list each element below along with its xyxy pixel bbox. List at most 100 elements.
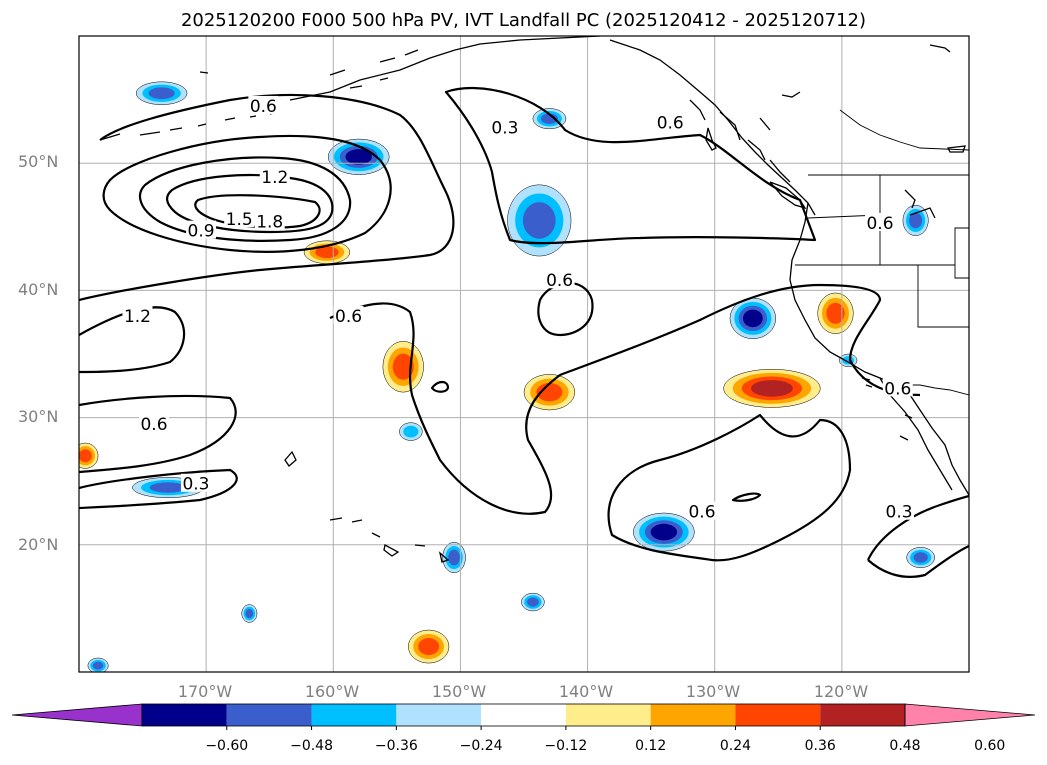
contour-0-9 xyxy=(102,134,392,253)
channel-islands xyxy=(861,377,873,388)
pv-anomaly xyxy=(729,297,776,339)
pv-anomaly xyxy=(442,542,466,574)
contour-0-3-west xyxy=(79,468,238,510)
west-isle xyxy=(284,450,297,467)
colorbar-extend-high xyxy=(904,703,1036,727)
lat-tick-50n: 50°N xyxy=(18,152,59,171)
pv-anomaly xyxy=(523,374,576,411)
contour-label: 0.6 xyxy=(250,97,277,117)
contour-label: 1.2 xyxy=(124,307,151,327)
contour-label: 0.6 xyxy=(657,113,684,133)
pv-anomaly-level xyxy=(750,380,793,397)
contour-0-6-west xyxy=(79,394,237,474)
colorbar xyxy=(11,703,1036,730)
contour-label: 0.9 xyxy=(188,222,215,242)
contour-0-6-central xyxy=(329,283,921,515)
pv-anomaly-level xyxy=(650,523,678,541)
pv-anomaly xyxy=(723,369,821,408)
pv-anomaly xyxy=(521,592,545,612)
map-frame xyxy=(78,35,970,673)
pv-anomaly xyxy=(399,422,423,441)
contour-1-5 xyxy=(166,174,334,234)
pv-anomaly-level xyxy=(245,608,254,619)
bc-fjords xyxy=(689,99,791,183)
pv-anomaly xyxy=(633,512,695,552)
pv-anomaly-level xyxy=(92,661,104,670)
colorbar-outline xyxy=(141,703,906,727)
contour-label: 0.6 xyxy=(546,271,573,291)
colorbar-tick: 0.36 xyxy=(804,738,836,754)
contour-label: 1.8 xyxy=(256,213,283,233)
colorbar-tick: −0.48 xyxy=(290,738,333,754)
pv-anomaly-level xyxy=(403,425,419,438)
map-title: 2025120200 F000 500 hPa PV, IVT Landfall… xyxy=(180,10,867,31)
contour-0-6-pv-ridge xyxy=(79,93,455,302)
lon-tick-130w: 130°W xyxy=(685,682,741,701)
pv-anomaly-level xyxy=(345,149,372,165)
colorbar-tick: −0.12 xyxy=(544,738,588,754)
pv-anomaly xyxy=(408,629,450,664)
pv-anomaly-level xyxy=(149,482,187,493)
colorbar-tick: −0.60 xyxy=(205,738,249,754)
contour-label-bg xyxy=(180,473,211,492)
contour-label-bg xyxy=(139,413,170,432)
us-west-coast xyxy=(789,202,969,496)
contour-label-bg xyxy=(865,212,895,231)
contour-small-30n xyxy=(430,380,450,393)
pv-anomaly xyxy=(906,547,935,568)
colorbar-extend-low xyxy=(11,703,143,727)
contour-label-bg xyxy=(489,117,520,136)
gridlines xyxy=(79,36,969,672)
colorbar-tick: −0.36 xyxy=(374,738,418,754)
lon-tick-170w: 170°W xyxy=(177,682,233,701)
pv-anomaly xyxy=(303,240,351,264)
colorbar-segment xyxy=(735,704,821,726)
pv-anomaly-level xyxy=(79,449,92,463)
alaska-coast xyxy=(289,36,601,101)
contour-label-bg xyxy=(259,167,290,186)
pv-anomaly-level xyxy=(527,597,539,607)
sw-island xyxy=(781,91,801,98)
colorbar-segment xyxy=(226,704,312,726)
lon-tick-120w: 120°W xyxy=(813,682,869,701)
aleutian-islands xyxy=(99,111,279,141)
contour-label: 0.6 xyxy=(866,214,893,234)
contour-1-8 xyxy=(194,194,321,229)
contour-0-3-north xyxy=(444,86,817,245)
pv-anomaly xyxy=(135,81,188,105)
contour-small-east xyxy=(731,492,762,502)
vancouver-island xyxy=(769,181,807,210)
ne-islands xyxy=(929,44,966,153)
lon-tick-160w: 160°W xyxy=(304,682,360,701)
lat-tick-40n: 40°N xyxy=(18,280,59,299)
colorbar-tick: 0.48 xyxy=(889,738,921,754)
colorbar-segment xyxy=(820,704,905,726)
pv-anomaly-level xyxy=(913,552,928,563)
pv-anomaly xyxy=(241,604,258,623)
pv-anomaly xyxy=(327,138,390,175)
alaska-panhandle xyxy=(609,39,816,216)
pv-anomaly xyxy=(87,657,109,672)
alaska-islands xyxy=(199,49,419,89)
contour-label-bg xyxy=(884,501,915,520)
isle-rockies xyxy=(904,189,936,219)
contour-label-bg xyxy=(544,270,575,289)
pv-anomaly-level xyxy=(418,638,440,656)
coastlines xyxy=(99,36,969,563)
state-lines-n xyxy=(954,227,969,279)
contour-label-bg xyxy=(254,211,285,230)
pv-anomaly xyxy=(817,292,854,334)
contour-0-6-southeast xyxy=(607,413,852,562)
contour-label: 0.6 xyxy=(884,379,911,399)
contour-labels: 0.6 0.3 0.6 1.2 1.5 1.8 0.9 0.6 0.6 1.2 0.6 0.6 0.6 0… xyxy=(122,95,915,523)
alaska-canada-border xyxy=(839,109,969,151)
pv-anomaly-level xyxy=(448,549,460,566)
colorbar-segment xyxy=(481,704,566,726)
pv-anomaly-level xyxy=(522,202,556,239)
haida-gwaii xyxy=(705,127,717,151)
pv-anomaly-level xyxy=(826,302,845,324)
contour-label: 1.2 xyxy=(261,168,288,188)
lat-tick-30n: 30°N xyxy=(18,407,59,426)
plot-area xyxy=(79,36,969,672)
